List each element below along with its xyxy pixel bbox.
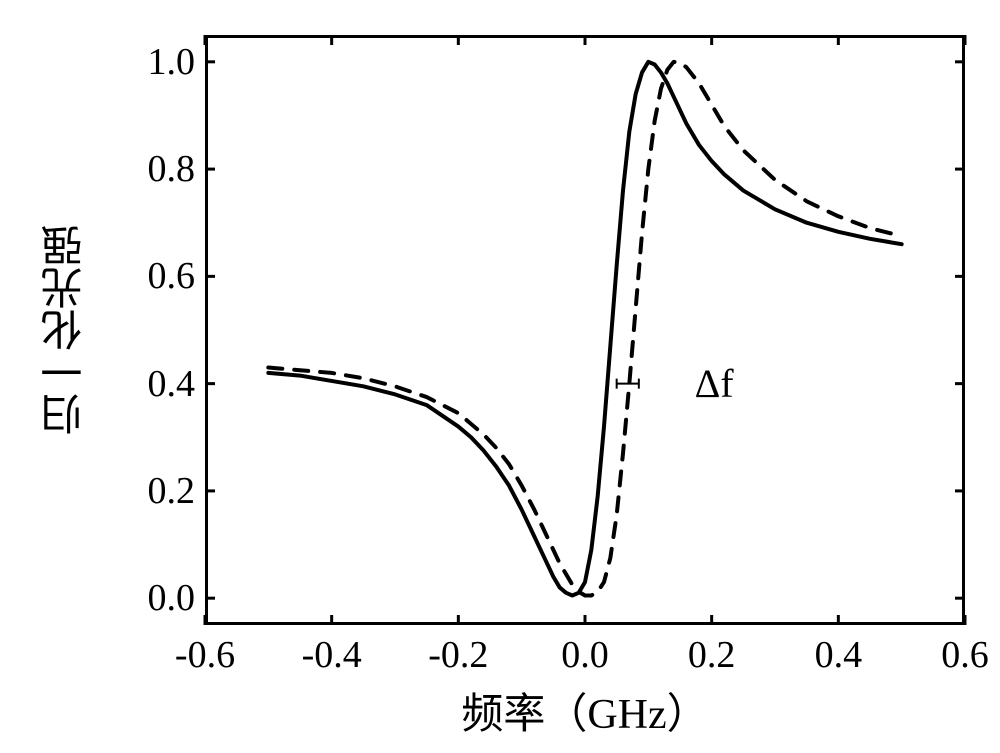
x-axis-label: 频率（GHz） <box>205 680 965 741</box>
y-tick-label: 0.2 <box>110 469 195 513</box>
series-dashed <box>268 62 901 596</box>
chart-container: 归一化光强 频率（GHz） Δf -0.6 -0.4 -0.2 0.0 0.2 0.4 0.… <box>0 0 1000 753</box>
x-tick-label: 0.6 <box>915 633 1000 677</box>
y-tick-label: 0.8 <box>110 147 195 191</box>
x-tick-label: -0.6 <box>155 633 255 677</box>
x-tick-label: 0.2 <box>662 633 762 677</box>
x-tick-label: 0.4 <box>788 633 888 677</box>
series-solid <box>268 62 901 596</box>
y-tick-label: 0.4 <box>110 362 195 406</box>
delta-f-annotation: Δf <box>695 360 734 407</box>
x-tick-label: 0.0 <box>535 633 635 677</box>
x-tick-label: -0.4 <box>282 633 382 677</box>
x-tick-label: -0.2 <box>408 633 508 677</box>
y-tick-label: 1.0 <box>110 40 195 84</box>
y-tick-label: 0.6 <box>110 254 195 298</box>
y-axis-label: 归一化光强 <box>35 215 96 445</box>
y-tick-label: 0.0 <box>110 576 195 620</box>
